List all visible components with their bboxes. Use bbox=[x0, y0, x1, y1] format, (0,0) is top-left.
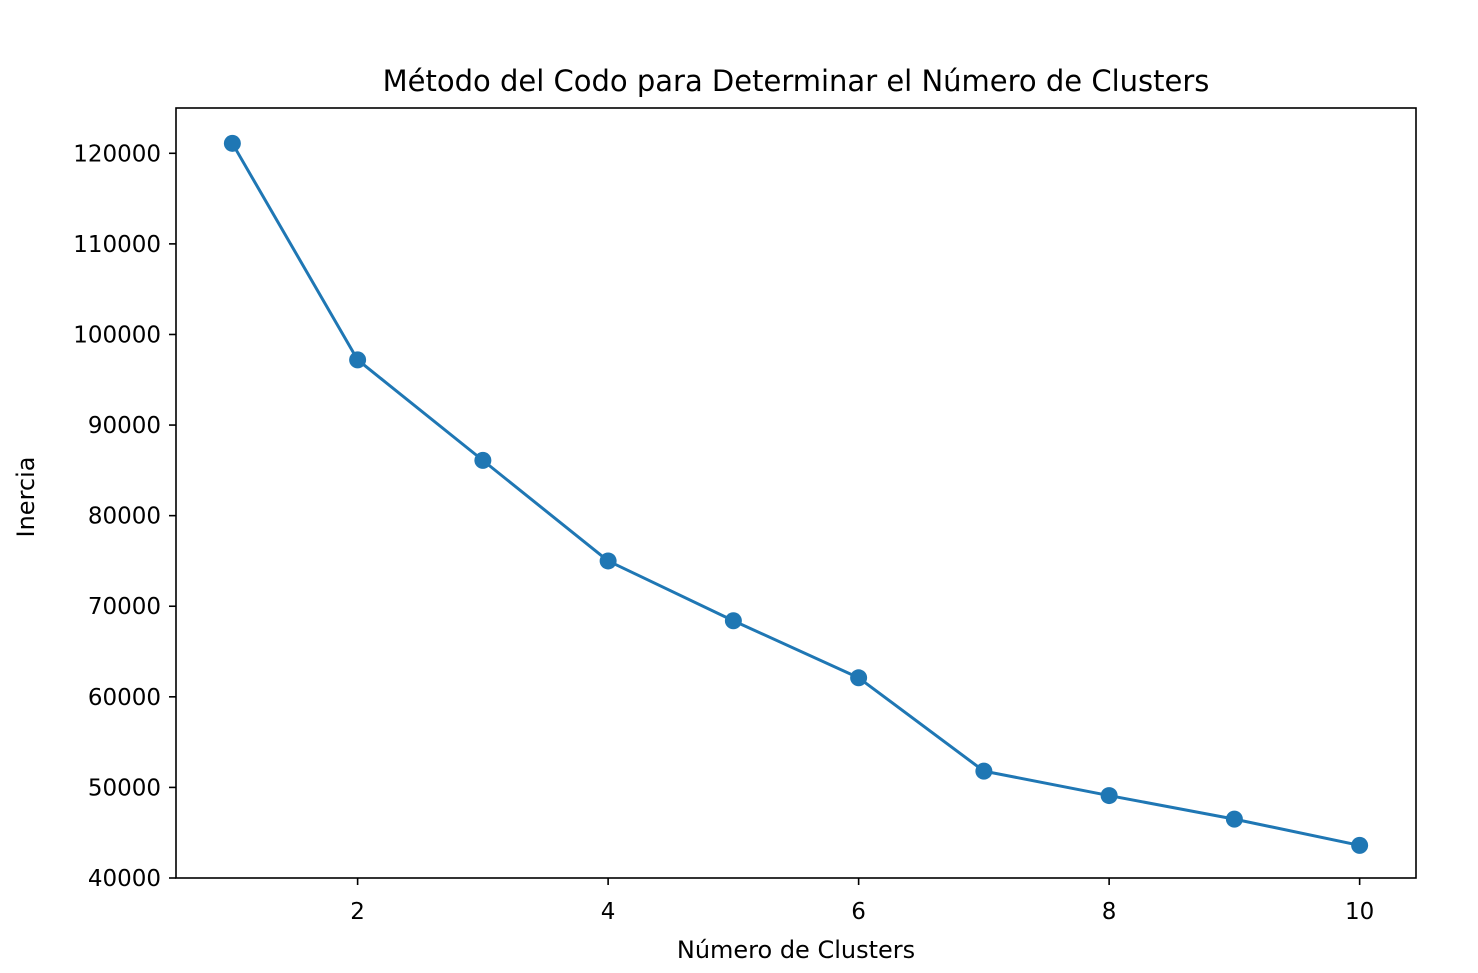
data-point bbox=[223, 134, 241, 152]
y-tick-label: 60000 bbox=[88, 685, 161, 711]
y-tick-label: 110000 bbox=[73, 232, 161, 258]
y-tick-label: 120000 bbox=[73, 141, 161, 167]
data-point bbox=[1351, 836, 1369, 854]
y-tick-label: 90000 bbox=[88, 413, 161, 439]
x-tick-label: 6 bbox=[851, 899, 866, 925]
data-point bbox=[349, 351, 367, 369]
plot-area-frame bbox=[175, 107, 1417, 879]
chart-title: Método del Codo para Determinar el Númer… bbox=[383, 64, 1210, 98]
y-axis-title: Inercia bbox=[12, 457, 40, 538]
data-point bbox=[724, 612, 742, 630]
x-tick-label: 2 bbox=[350, 899, 365, 925]
y-tick-label: 100000 bbox=[73, 322, 161, 348]
y-tick-label: 70000 bbox=[88, 594, 161, 620]
x-axis-title: Número de Clusters bbox=[677, 936, 915, 964]
x-axis-ticks: 2 4 6 8 10 bbox=[350, 878, 1374, 925]
x-tick-label: 10 bbox=[1345, 899, 1374, 925]
data-point bbox=[474, 451, 492, 469]
y-tick-label: 80000 bbox=[88, 504, 161, 530]
data-point bbox=[975, 762, 993, 780]
x-tick-label: 4 bbox=[601, 899, 616, 925]
y-tick-label: 40000 bbox=[88, 866, 161, 892]
series-line bbox=[230, 141, 1362, 848]
y-tick-label: 50000 bbox=[88, 775, 161, 801]
series-layer bbox=[223, 134, 1369, 854]
data-point bbox=[1100, 787, 1118, 805]
data-point bbox=[599, 552, 617, 570]
data-point bbox=[850, 669, 868, 687]
x-tick-label: 8 bbox=[1102, 899, 1117, 925]
data-point bbox=[1225, 810, 1243, 828]
y-axis-ticks: 40000 50000 60000 70000 80000 90000 100000 1100… bbox=[73, 141, 176, 892]
